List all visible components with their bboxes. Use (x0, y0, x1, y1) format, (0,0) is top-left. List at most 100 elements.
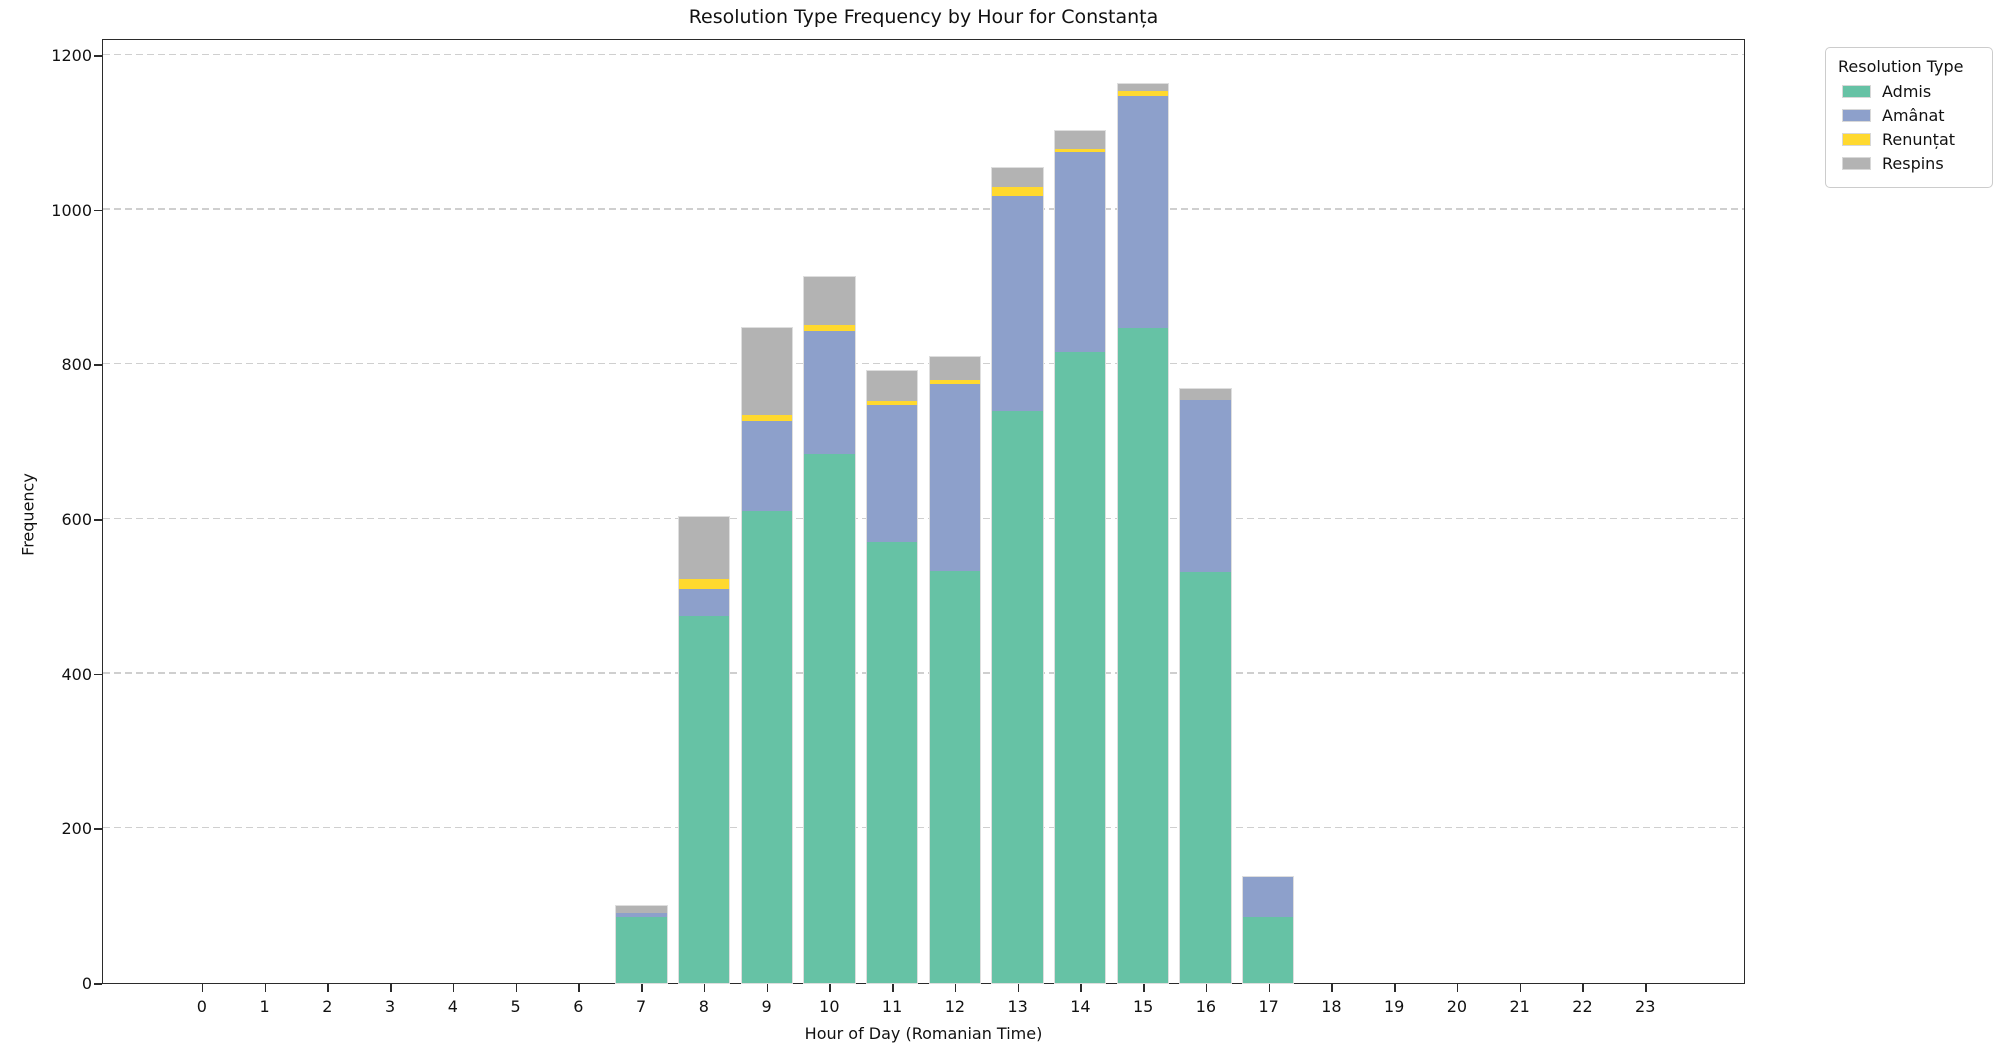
bar-hour-12 (929, 356, 980, 983)
x-tick-label: 13 (1007, 997, 1028, 1016)
bar-segment-respins (1055, 130, 1106, 150)
bar-segment-renunțat (867, 401, 918, 406)
bar-segment-amânat (929, 383, 980, 571)
y-tick-mark (94, 209, 102, 212)
legend-title: Resolution Type (1838, 57, 1964, 76)
x-tick-label: 9 (761, 997, 772, 1016)
x-tick-label: 21 (1509, 997, 1530, 1016)
bar-segment-amânat (741, 420, 792, 511)
x-tick-label: 20 (1446, 997, 1468, 1016)
bar-segment-admis (867, 542, 918, 983)
x-tick-label: 18 (1321, 997, 1342, 1016)
x-tick-label: 22 (1572, 997, 1593, 1016)
x-tick-label: 6 (573, 997, 584, 1016)
legend-entry-admis: Admis (1842, 82, 1982, 101)
bar-segment-admis (1055, 351, 1106, 983)
legend-label: Amânat (1882, 106, 1945, 125)
bar-segment-admis (679, 616, 730, 983)
x-tick-mark (452, 984, 455, 992)
x-tick-mark (1582, 984, 1584, 992)
x-tick-mark (1331, 984, 1333, 992)
x-tick-label: 3 (384, 997, 396, 1016)
x-tick-label: 10 (819, 997, 840, 1016)
x-tick-mark (1519, 984, 1522, 992)
x-tick-mark (578, 984, 580, 992)
x-tick-mark (264, 984, 267, 992)
y-tick-label: 0 (81, 974, 92, 993)
x-tick-mark (1143, 984, 1145, 992)
bar-hour-9 (741, 328, 792, 983)
y-tick-mark (94, 364, 102, 366)
x-tick-label: 14 (1070, 997, 1091, 1016)
y-tick-label: 800 (61, 355, 92, 375)
x-tick-mark (327, 984, 329, 992)
bar-segment-admis (929, 570, 980, 983)
y-tick-mark (94, 519, 102, 521)
bar-segment-respins (1180, 389, 1231, 400)
bar-segment-respins (992, 167, 1043, 187)
legend-label: Respins (1882, 154, 1944, 173)
bar-segment-respins (929, 356, 980, 380)
gridline (103, 53, 1744, 56)
bar-hour-10 (804, 277, 855, 983)
x-tick-mark (829, 984, 831, 992)
bar-segment-amânat (804, 331, 855, 455)
y-tick-label: 1000 (51, 200, 92, 220)
legend-swatch (1842, 133, 1871, 146)
gridline (103, 826, 1744, 829)
bar-segment-respins (616, 906, 667, 913)
x-tick-mark (390, 984, 392, 992)
x-axis-label: Hour of Day (Romanian Time) (804, 1024, 1043, 1043)
legend-label: Admis (1882, 82, 1932, 101)
bar-segment-amânat (1055, 152, 1106, 352)
x-tick-label: 17 (1258, 997, 1279, 1016)
x-tick-mark (1205, 984, 1208, 992)
x-tick-label: 16 (1195, 997, 1217, 1016)
x-tick-mark (515, 984, 518, 992)
x-tick-label: 15 (1132, 997, 1154, 1016)
x-tick-label: 23 (1635, 997, 1656, 1016)
bar-hour-15 (1117, 84, 1168, 983)
bar-segment-renunțat (1117, 91, 1168, 97)
x-tick-label: 5 (510, 997, 521, 1016)
y-tick-mark (94, 55, 102, 57)
bar-segment-respins (1117, 84, 1168, 92)
x-tick-mark (1645, 984, 1647, 992)
bar-hour-17 (1243, 877, 1294, 983)
bar-segment-renunțat (741, 415, 792, 421)
y-tick-mark (94, 828, 102, 830)
bar-segment-admis (1243, 916, 1294, 983)
bar-segment-admis (741, 510, 792, 983)
legend-swatch (1842, 157, 1871, 170)
x-tick-label: 7 (635, 997, 647, 1016)
gridline (103, 517, 1744, 520)
x-tick-mark (1017, 984, 1020, 992)
bar-segment-renunțat (679, 579, 730, 589)
legend-entry-respins: Respins (1842, 154, 1982, 173)
chart-title: Resolution Type Frequency by Hour for Co… (688, 6, 1159, 28)
bar-segment-amânat (679, 588, 730, 617)
y-tick-mark (94, 983, 102, 985)
legend: Resolution Type Admis Amânat Renunțat Respi… (1825, 47, 1993, 188)
bar-segment-admis (1180, 572, 1231, 983)
bar-segment-renunțat (804, 324, 855, 332)
bar-segment-admis (992, 410, 1043, 983)
bar-segment-amânat (867, 405, 918, 543)
bar-segment-amânat (1180, 399, 1231, 573)
bar-segment-amânat (992, 195, 1043, 411)
x-tick-mark (954, 984, 957, 992)
x-tick-mark (703, 984, 706, 992)
bar-hour-16 (1180, 389, 1231, 983)
y-tick-label: 1200 (51, 46, 92, 65)
y-axis-label: Frequency (18, 473, 38, 556)
x-tick-label: 4 (447, 997, 458, 1016)
legend-label: Renunțat (1882, 130, 1956, 149)
bar-hour-13 (992, 167, 1043, 983)
x-tick-label: 19 (1383, 997, 1405, 1016)
legend-entry-renunțat: Renunțat (1842, 130, 1982, 149)
y-tick-label: 400 (61, 664, 92, 684)
y-tick-label: 600 (61, 510, 92, 529)
bar-segment-amânat (1243, 877, 1294, 917)
gridline (103, 672, 1744, 674)
plot-area (102, 39, 1745, 984)
